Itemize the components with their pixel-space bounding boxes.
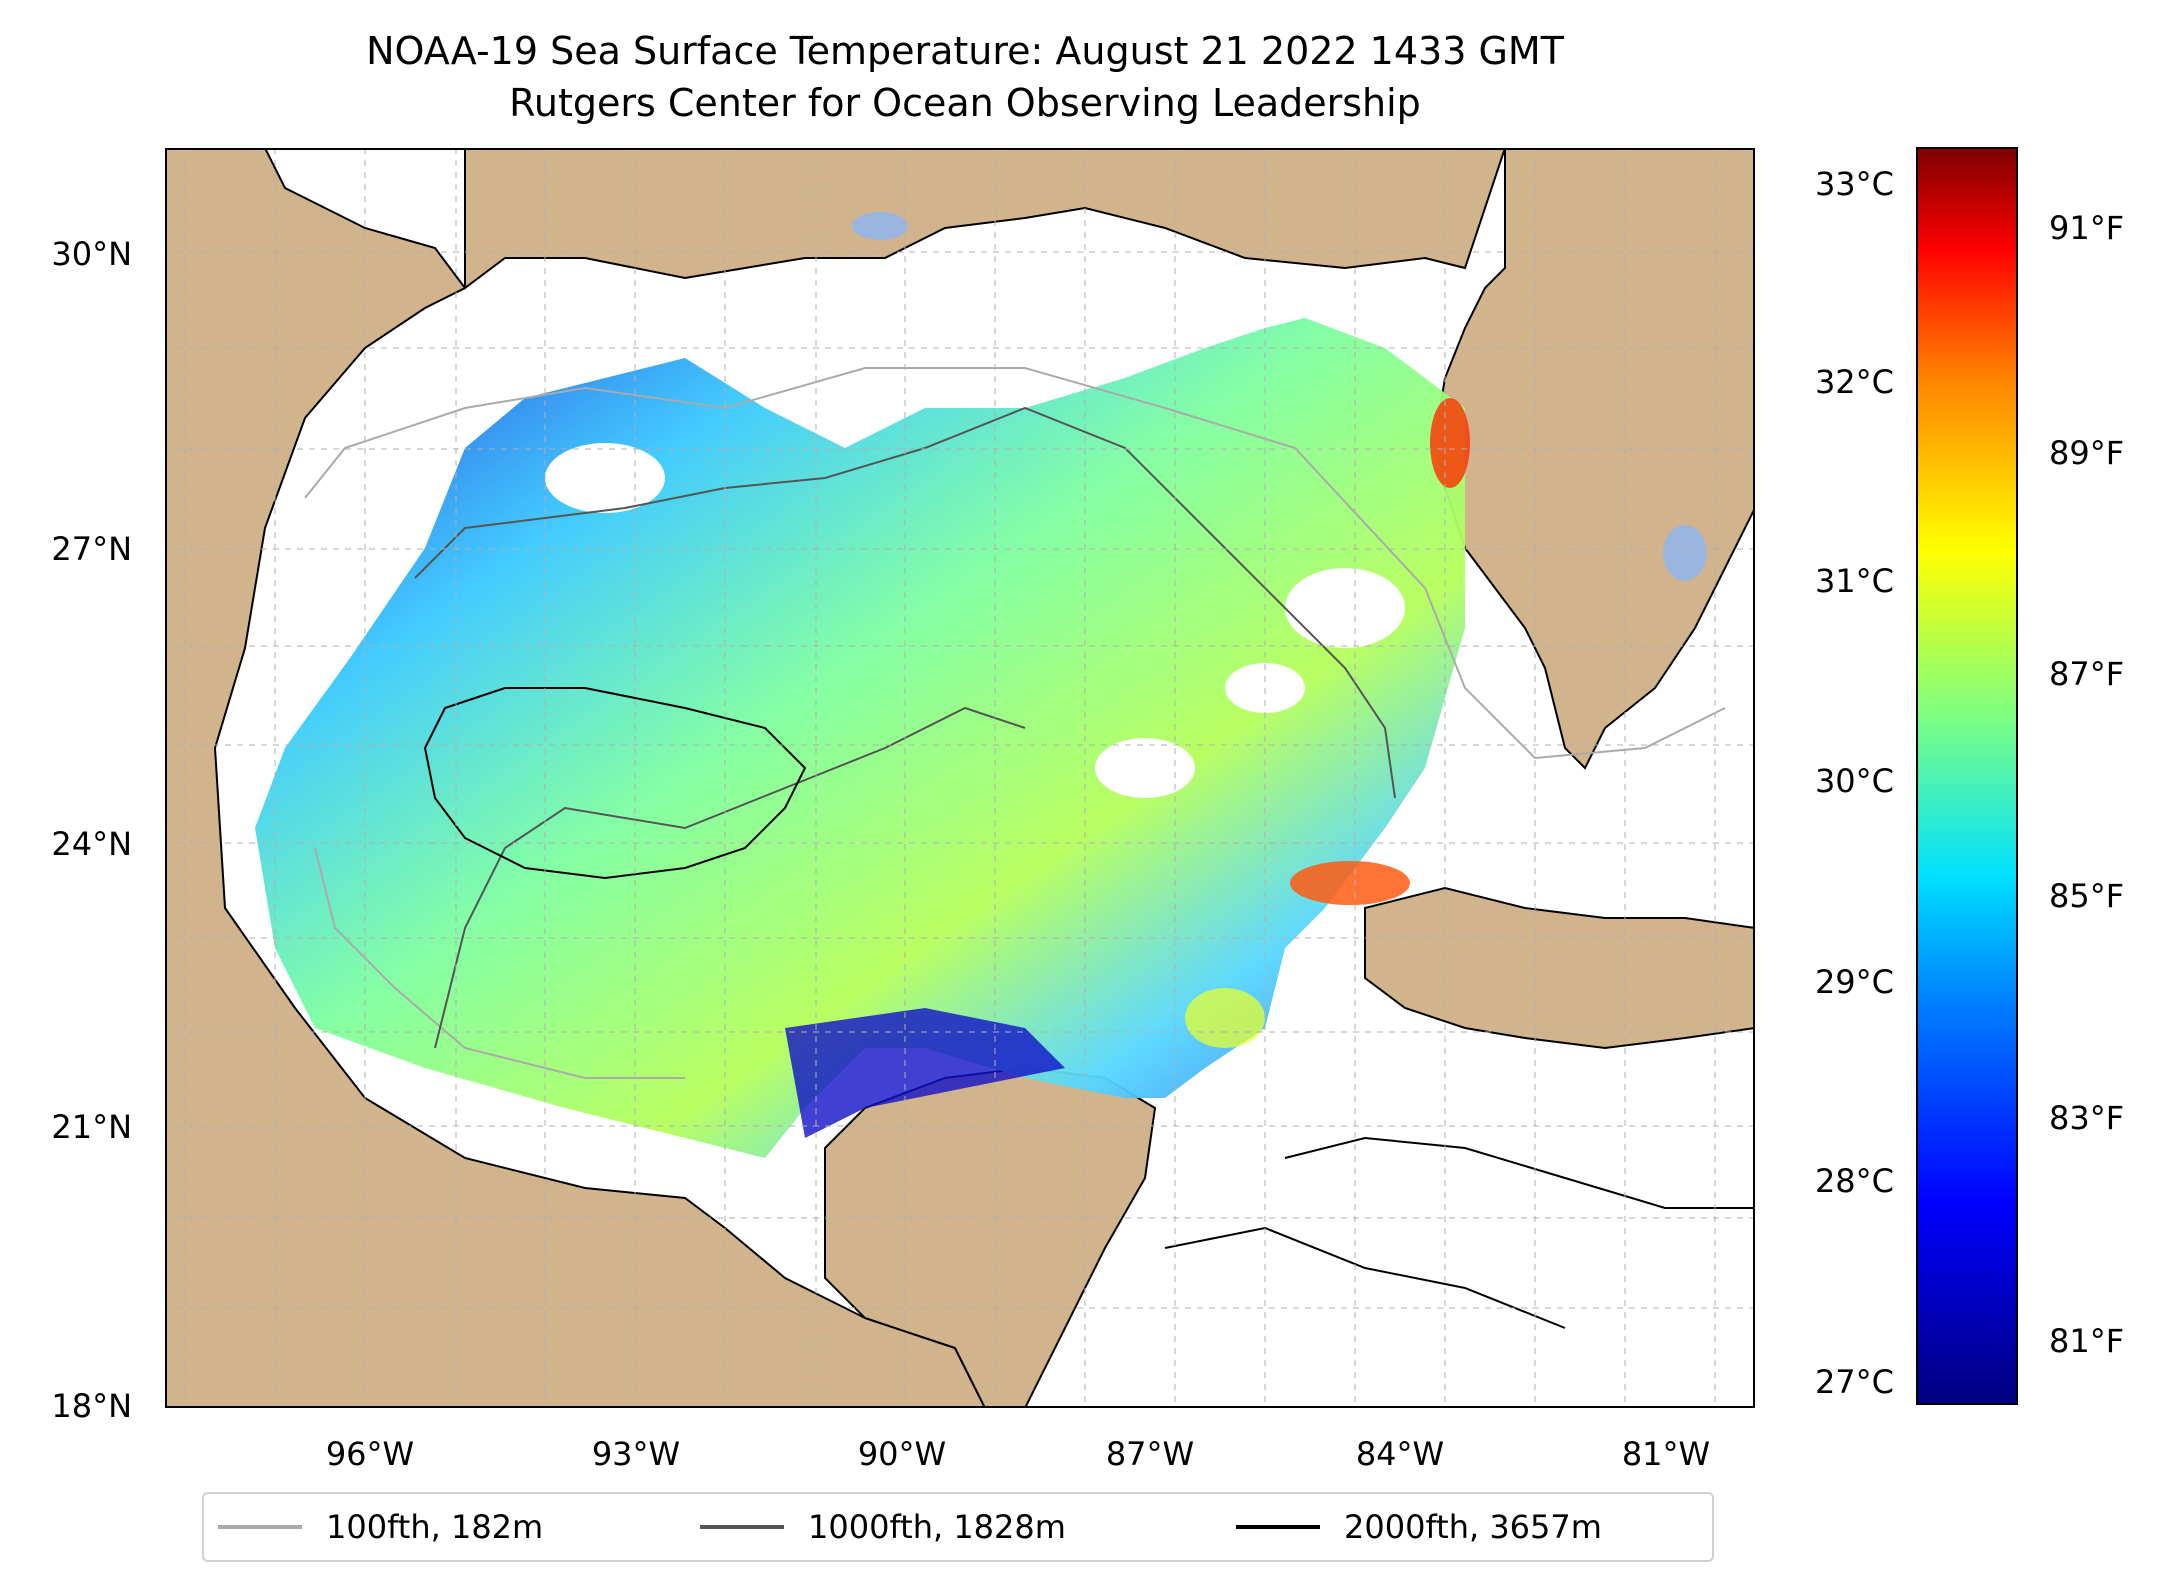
legend-item-100fth: 100fth, 182m	[218, 1494, 543, 1560]
colorbar-f-87: 87°F	[2049, 655, 2125, 693]
sst-map	[165, 148, 1755, 1408]
lon-label-81w: 81°W	[1621, 1435, 1711, 1473]
chart-title: NOAA-19 Sea Surface Temperature: August …	[366, 29, 1564, 73]
colorbar-c-33: 33°C	[1814, 165, 1894, 203]
contour-100fth	[304, 367, 1726, 1079]
land-us-coast	[464, 148, 1507, 290]
colorbar-c-30: 30°C	[1814, 762, 1894, 800]
legend-item-1000fth: 1000fth, 1828m	[700, 1494, 1066, 1560]
sst-warm-patch-3	[1185, 988, 1265, 1048]
cloud-gap-1	[1285, 568, 1405, 648]
lon-label-90w: 90°W	[857, 1435, 947, 1473]
colorbar-f-85: 85°F	[2049, 877, 2125, 915]
lake-pontchartrain	[852, 212, 908, 240]
colorbar-f-81: 81°F	[2049, 1322, 2125, 1360]
colorbar-c-29: 29°C	[1814, 963, 1894, 1001]
legend-swatch-1000fth	[700, 1525, 784, 1529]
graticule	[165, 148, 1755, 1408]
lon-label-93w: 93°W	[591, 1435, 681, 1473]
cloud-gap-3	[545, 443, 665, 513]
colorbar-f-89: 89°F	[2049, 434, 2125, 472]
map-canvas	[165, 148, 1755, 1408]
lat-label-27n: 27°N	[51, 530, 132, 568]
lat-label-30n: 30°N	[51, 235, 132, 273]
chart-subtitle: Rutgers Center for Ocean Observing Leade…	[509, 81, 1421, 125]
contour-1000fth	[414, 406, 1396, 1049]
legend-label-1000fth: 1000fth, 1828m	[808, 1508, 1066, 1546]
contour-legend: 100fth, 182m 1000fth, 1828m 2000fth, 365…	[202, 1492, 1714, 1562]
colorbar-c-32: 32°C	[1814, 363, 1894, 401]
legend-label-2000fth: 2000fth, 3657m	[1344, 1508, 1602, 1546]
land-florida	[1433, 148, 1755, 770]
lat-label-24n: 24°N	[51, 825, 132, 863]
colorbar-c-28: 28°C	[1814, 1162, 1894, 1200]
legend-label-100fth: 100fth, 182m	[326, 1508, 544, 1546]
cloud-gap-2	[1095, 738, 1195, 798]
lat-label-18n: 18°N	[51, 1387, 132, 1425]
colorbar-c-31: 31°C	[1814, 562, 1894, 600]
lake-okeechobee	[1663, 525, 1707, 581]
lon-label-84w: 84°W	[1355, 1435, 1445, 1473]
colorbar-f-91: 91°F	[2049, 209, 2125, 247]
sst-warm-patch-2	[1430, 398, 1470, 488]
legend-swatch-2000fth	[1236, 1525, 1320, 1529]
legend-item-2000fth: 2000fth, 3657m	[1236, 1494, 1602, 1560]
map-frame	[165, 148, 1755, 1408]
lat-label-21n: 21°N	[51, 1108, 132, 1146]
land-cuba	[1364, 886, 1755, 1050]
sst-warm-patch-1	[1290, 861, 1410, 905]
colorbar	[1916, 147, 2018, 1405]
contour-2000fth	[423, 687, 1755, 1329]
legend-swatch-100fth	[218, 1525, 302, 1529]
sst-swath	[255, 318, 1465, 1158]
colorbar-c-27: 27°C	[1814, 1363, 1894, 1401]
lon-label-96w: 96°W	[325, 1435, 415, 1473]
lon-label-87w: 87°W	[1105, 1435, 1195, 1473]
colorbar-f-83: 83°F	[2049, 1099, 2125, 1137]
